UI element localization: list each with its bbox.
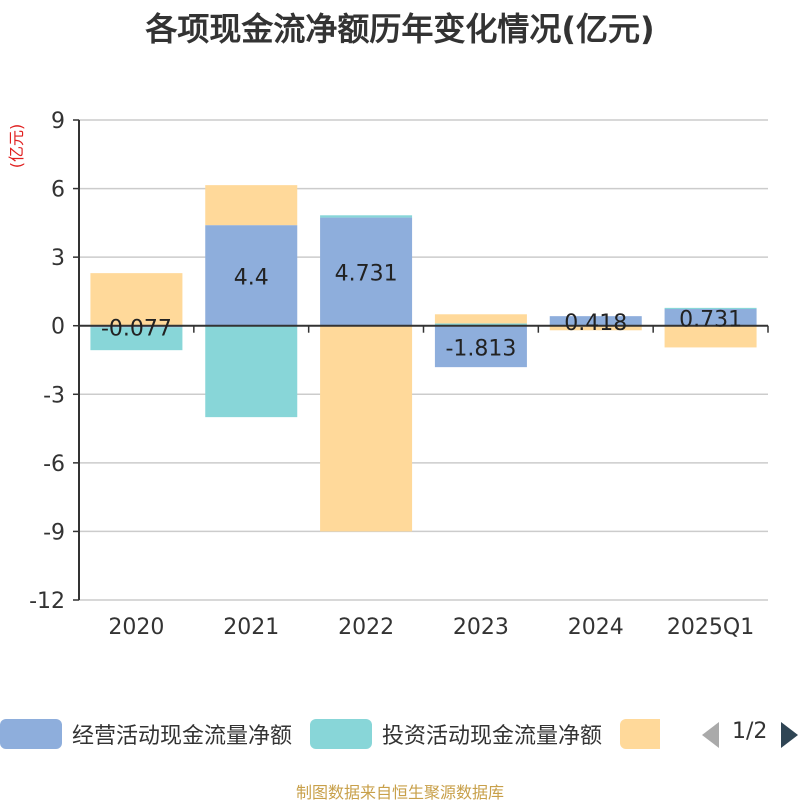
- axis-layer: 9 6 3 0 -3 -6 -9 -12 2020 2021 2022 2023 2024 2025Q1: [29, 109, 769, 640]
- x-tick-label: 2023: [453, 615, 509, 640]
- bar-0-2025Q1: [664, 309, 757, 326]
- y-tick-label: 3: [51, 246, 65, 271]
- source-note: 制图数据来自恒生聚源数据库: [295, 783, 504, 802]
- bar-1-2025Q1: [664, 307, 757, 310]
- pager-page-indicator: 1/2: [732, 719, 768, 744]
- bar-layer: [90, 185, 757, 532]
- bar-1-2020: [90, 327, 183, 351]
- bar-0-2021: [205, 225, 298, 326]
- x-tick-label: 2024: [568, 615, 624, 640]
- y-tick-label: 6: [51, 178, 65, 203]
- data-label: -1.813: [445, 336, 516, 361]
- bar-2-2025Q1: [664, 325, 757, 348]
- data-label: 4.4: [234, 265, 269, 290]
- y-tick-label: 0: [51, 315, 65, 340]
- y-tick-label: -12: [29, 589, 65, 614]
- legend: 经营活动现金流量净额 投资活动现金流量净额: [0, 717, 688, 751]
- data-label: 0.731: [679, 307, 742, 332]
- bar-2-2020: [90, 273, 183, 326]
- legend-label-operating: 经营活动现金流量净额: [72, 724, 293, 749]
- data-label: 4.731: [335, 262, 398, 287]
- bar-2-2024: [549, 325, 642, 331]
- bar-1-2022: [320, 215, 413, 218]
- pager-next-icon[interactable]: [781, 722, 798, 748]
- legend-label-investing: 投资活动现金流量净额: [382, 724, 603, 749]
- legend-swatch-third: [620, 719, 661, 749]
- x-tick-label: 2025Q1: [667, 615, 754, 640]
- y-tick-label: -3: [43, 383, 65, 408]
- y-tick-label: 9: [51, 109, 65, 134]
- y-tick-label: -6: [43, 452, 65, 477]
- legend-item-investing[interactable]: 投资活动现金流量净额: [310, 718, 602, 750]
- bar-1-2021: [205, 325, 298, 418]
- data-label: 0.418: [564, 311, 627, 336]
- x-tick-label: 2022: [338, 615, 394, 640]
- legend-swatch-investing: [310, 719, 373, 749]
- x-tick-label: 2021: [223, 615, 279, 640]
- bar-0-2023: [434, 325, 527, 368]
- legend-swatch-operating: [0, 719, 62, 749]
- x-tick-label: 2020: [108, 615, 164, 640]
- legend-item-third[interactable]: [620, 719, 670, 749]
- legend-pager: 1/2: [700, 719, 800, 749]
- y-tick-label: -9: [43, 520, 65, 545]
- bar-0-2022: [320, 217, 413, 326]
- bar-1-2023: [434, 323, 527, 326]
- bar-2-2022: [320, 325, 413, 532]
- bar-2-2023: [434, 314, 527, 324]
- data-label-layer: -0.077 4.4 4.731 -1.813 0.418 0.731: [101, 262, 742, 362]
- y-axis-label: (亿元): [7, 124, 26, 169]
- grid-layer: [79, 119, 768, 601]
- bar-0-2024: [549, 316, 642, 326]
- legend-item-operating[interactable]: 经营活动现金流量净额: [0, 718, 292, 750]
- chart-title: 各项现金流净额历年变化情况(亿元): [145, 10, 655, 48]
- bar-2-2021: [205, 185, 298, 226]
- pager-prev-icon[interactable]: [702, 722, 719, 748]
- data-label: -0.077: [101, 317, 172, 342]
